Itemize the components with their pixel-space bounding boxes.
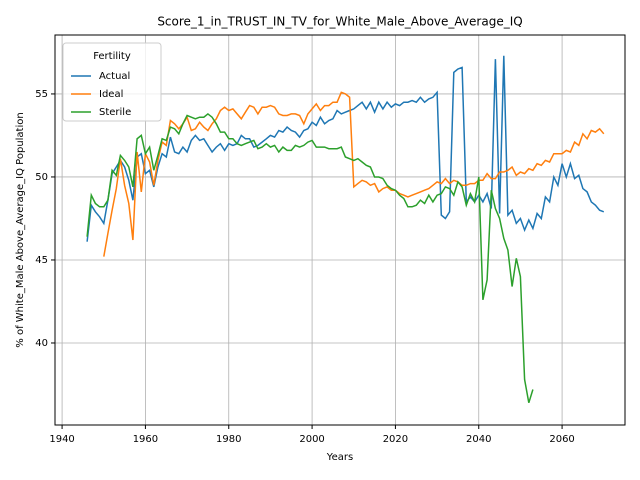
chart-title: Score_1_in_TRUST_IN_TV_for_White_Male_Ab…: [157, 15, 522, 29]
legend-label: Sterile: [99, 107, 131, 118]
series-line: [86, 112, 534, 404]
y-tick-label: 50: [35, 172, 48, 183]
x-tick-label: 1940: [49, 434, 74, 445]
legend-label: Actual: [99, 71, 130, 82]
legend-box: [62, 42, 162, 122]
x-tick-label: 2060: [549, 434, 574, 445]
series-line: [86, 55, 605, 242]
y-tick-label: 40: [35, 338, 48, 349]
plot-frame: [54, 34, 626, 426]
y-tick-label: 45: [35, 255, 48, 266]
y-axis-label: % of White_Male Above_Average_IQ Populat…: [15, 112, 26, 347]
y-tick-label: 55: [35, 89, 48, 100]
x-axis-label: Years: [326, 452, 353, 463]
x-tick-label: 2020: [383, 434, 408, 445]
legend-title: Fertility: [93, 51, 131, 62]
x-tick-label: 2040: [466, 434, 491, 445]
x-tick-label: 1960: [133, 434, 158, 445]
legend: Fertility Actual Ideal Sterile: [62, 42, 162, 122]
series-line: [103, 91, 605, 257]
x-tick-label: 1980: [216, 434, 241, 445]
legend-label: Ideal: [99, 89, 123, 100]
x-tick-label: 2000: [299, 434, 324, 445]
